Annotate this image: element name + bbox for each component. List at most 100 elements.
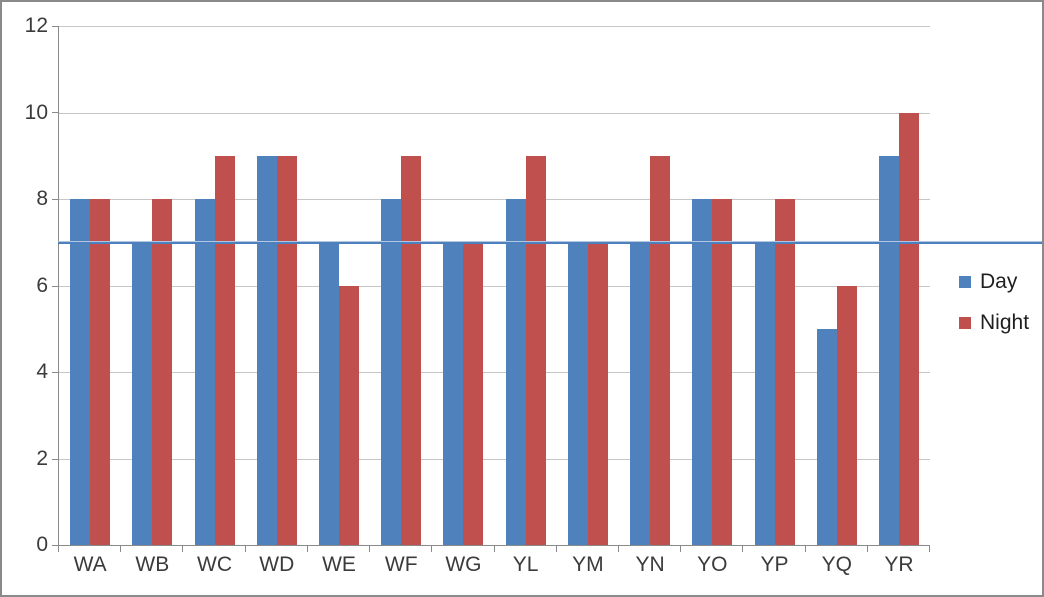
y-axis-label: 12 [24, 14, 48, 37]
bar-day-yp [754, 242, 775, 545]
legend-swatch-icon [959, 276, 971, 288]
legend-label: Day [980, 270, 1018, 293]
bar-day-wd [256, 155, 277, 545]
bar-night-yq [836, 285, 857, 545]
y-axis-label: 2 [36, 446, 48, 470]
x-tick [494, 546, 495, 552]
x-axis-label-yo: YO [697, 553, 728, 576]
legend-swatch-icon [959, 317, 971, 329]
plot-area [58, 26, 930, 546]
y-tick [52, 459, 58, 460]
x-tick [867, 546, 868, 552]
bar-group-wc [183, 26, 245, 545]
bar-night-wb [152, 199, 173, 545]
bar-day-we [318, 242, 339, 545]
x-tick [805, 546, 806, 552]
bar-group-we [308, 26, 370, 545]
bar-day-yn [630, 242, 651, 545]
bar-night-wc [214, 155, 235, 545]
bar-day-yl [505, 199, 526, 545]
y-tick [52, 199, 58, 200]
bar-day-wa [70, 199, 91, 545]
bar-night-we [338, 285, 359, 545]
gridline-y4 [59, 372, 930, 373]
x-axis-label-wc: WC [197, 553, 233, 576]
x-tick [58, 546, 59, 552]
y-axis-label: 10 [24, 100, 48, 124]
y-axis-label: 0 [36, 533, 48, 556]
x-tick [929, 546, 930, 552]
y-tick [52, 372, 58, 373]
bar-group-yn [619, 26, 681, 545]
bar-day-wg [443, 242, 464, 545]
x-axis-label-wg: WG [445, 553, 482, 576]
y-tick [52, 286, 58, 287]
x-tick [120, 546, 121, 552]
y-tick [52, 112, 58, 113]
bar-night-yl [525, 155, 546, 545]
reference-line [58, 241, 1042, 244]
legend: Day Night [959, 270, 1029, 335]
x-axis-label-wd: WD [259, 553, 295, 576]
gridline-y2 [59, 458, 930, 460]
bar-group-wd [246, 26, 308, 545]
bar-day-wc [194, 199, 215, 545]
x-axis-label-yq: YQ [821, 553, 852, 576]
x-axis-label-wf: WF [384, 553, 418, 576]
bar-night-ym [587, 242, 608, 545]
bars-layer [59, 26, 930, 545]
legend-label: Night [980, 311, 1030, 334]
y-axis-label: 6 [36, 273, 48, 297]
gridline-y10 [59, 112, 930, 114]
bar-group-wf [370, 26, 432, 545]
bar-group-yo [681, 26, 743, 545]
bar-group-wg [432, 26, 494, 545]
x-tick [182, 546, 183, 552]
x-tick [245, 546, 246, 552]
x-axis-label-we: WE [322, 553, 356, 576]
x-axis-label-ym: YM [572, 553, 604, 576]
y-tick [52, 26, 58, 27]
bar-day-yr [878, 155, 899, 545]
bar-group-yp [743, 26, 805, 545]
legend-entry-night: Night [959, 311, 1029, 335]
y-tick [52, 545, 58, 546]
x-tick [680, 546, 681, 552]
bar-night-yo [712, 199, 733, 545]
bar-group-wb [121, 26, 183, 545]
bar-night-yn [650, 155, 671, 545]
x-axis-label-yr: YR [884, 553, 914, 576]
bar-day-yo [692, 199, 713, 545]
gridline-y12 [59, 26, 930, 27]
bar-night-wg [463, 242, 484, 545]
y-axis-label: 8 [36, 187, 48, 210]
bar-day-wb [132, 242, 153, 545]
bar-day-wf [381, 199, 402, 545]
x-axis-labels: WA WB WC WD WE WF WG YL YM YN YO YP YQ YR [59, 553, 930, 577]
legend-entry-day: Day [959, 270, 1029, 294]
x-tick [618, 546, 619, 552]
bar-night-yp [774, 199, 795, 545]
gridline-y6 [59, 285, 930, 287]
x-tick [369, 546, 370, 552]
bar-group-wa [59, 26, 121, 545]
y-axis-label: 4 [36, 360, 48, 383]
bar-night-yr [898, 112, 919, 545]
bar-day-yq [816, 328, 837, 545]
bar-group-ym [557, 26, 619, 545]
x-tick [431, 546, 432, 552]
bar-group-yq [806, 26, 868, 545]
bar-group-yr [868, 26, 930, 545]
bar-night-wa [90, 199, 111, 545]
x-axis-label-wb: WB [135, 553, 170, 576]
x-axis-label-yp: YP [760, 553, 789, 576]
x-axis-label-yl: YL [512, 553, 539, 576]
x-tick [742, 546, 743, 552]
bar-day-ym [567, 242, 588, 545]
bar-night-wd [276, 155, 297, 545]
bar-group-yl [495, 26, 557, 545]
bar-night-wf [401, 155, 422, 545]
x-tick [307, 546, 308, 552]
x-axis-label-yn: YN [635, 553, 665, 576]
